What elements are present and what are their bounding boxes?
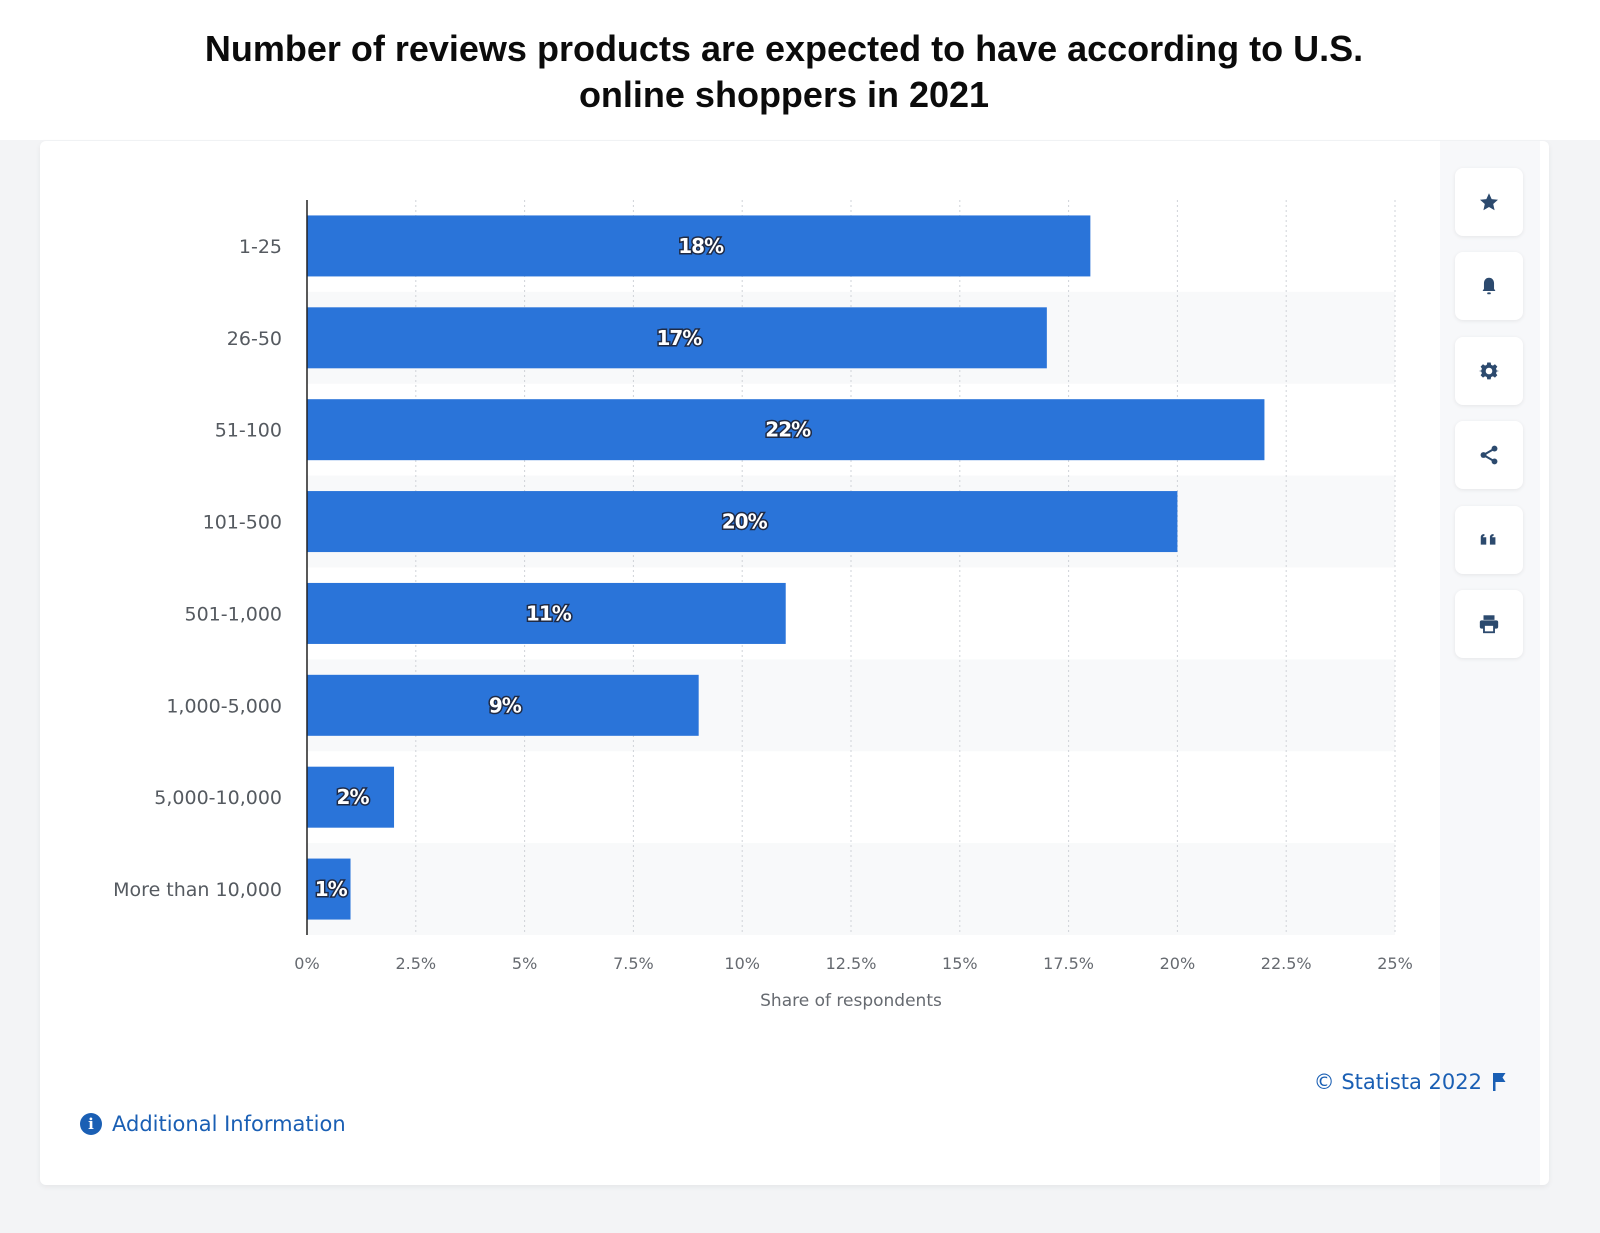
print-button[interactable] [1455, 590, 1523, 658]
row-band [307, 843, 1395, 935]
notification-button[interactable] [1455, 252, 1523, 320]
category-label: 101-500 [203, 512, 282, 534]
flag-icon [1493, 1073, 1506, 1091]
info-icon: i [80, 1113, 102, 1135]
bar[interactable] [307, 215, 1091, 277]
bar-value-label: 18% [678, 234, 724, 258]
x-tick-label: 0% [294, 954, 319, 973]
bar[interactable] [307, 766, 395, 828]
gear-icon [1478, 362, 1500, 380]
category-label: 5,000-10,000 [154, 787, 282, 809]
x-tick-label: 12.5% [826, 954, 877, 973]
page-title-line-1: Number of reviews products are expected … [204, 28, 1364, 69]
category-label: 501-1,000 [184, 603, 282, 625]
category-label: 26-50 [227, 328, 282, 350]
x-tick-label: 2.5% [395, 954, 436, 973]
share-icon [1480, 445, 1498, 465]
star-icon [1480, 193, 1498, 211]
page-title-line-2: online shoppers in 2021 [578, 74, 990, 115]
bar-value-label: 22% [765, 418, 811, 442]
x-tick-label: 20% [1160, 954, 1196, 973]
favorite-button[interactable] [1455, 168, 1523, 236]
x-tick-label: 7.5% [613, 954, 654, 973]
share-button[interactable] [1455, 421, 1523, 489]
x-tick-label: 15% [942, 954, 978, 973]
bar[interactable] [307, 858, 351, 920]
bar-chart: 18% 1-25 17% 26-50 22% 51-100 20% 101-500 11% 501… [113, 200, 1413, 1011]
settings-button[interactable] [1455, 337, 1523, 405]
x-axis-title: Share of respondents [760, 991, 942, 1011]
bar-value-label: 11% [526, 601, 572, 625]
x-tick-label: 5% [512, 954, 537, 973]
statista-copyright[interactable]: © Statista 2022 [1314, 1070, 1508, 1094]
bar-value-label: 9% [489, 693, 522, 717]
category-label: 51-100 [215, 420, 282, 442]
bar[interactable] [307, 491, 1178, 553]
category-label: 1-25 [239, 236, 282, 258]
bar[interactable] [307, 307, 1047, 369]
x-tick-label: 22.5% [1261, 954, 1312, 973]
printer-icon [1479, 615, 1499, 634]
bar[interactable] [307, 674, 699, 736]
x-tick-label: 25% [1377, 954, 1413, 973]
title-band [0, 0, 1600, 140]
category-label: 1,000-5,000 [166, 695, 282, 717]
bar[interactable] [307, 582, 786, 644]
bar[interactable] [307, 399, 1265, 461]
x-tick-label: 17.5% [1043, 954, 1094, 973]
bar-value-label: 20% [722, 510, 768, 534]
bar-value-label: 2% [337, 785, 370, 809]
copyright-text: © Statista 2022 [1313, 1070, 1482, 1094]
page-title: Number of reviews products are expected … [100, 26, 1468, 118]
additional-information-label: Additional Information [112, 1112, 346, 1136]
x-tick-label: 10% [724, 954, 760, 973]
additional-information-link[interactable]: i Additional Information [80, 1112, 346, 1136]
bell-icon [1482, 277, 1496, 295]
bar-value-label: 1% [315, 877, 348, 901]
bar-value-label: 17% [656, 326, 702, 350]
quote-icon [1480, 534, 1496, 545]
cite-button[interactable] [1455, 506, 1523, 574]
category-label: More than 10,000 [113, 879, 282, 901]
